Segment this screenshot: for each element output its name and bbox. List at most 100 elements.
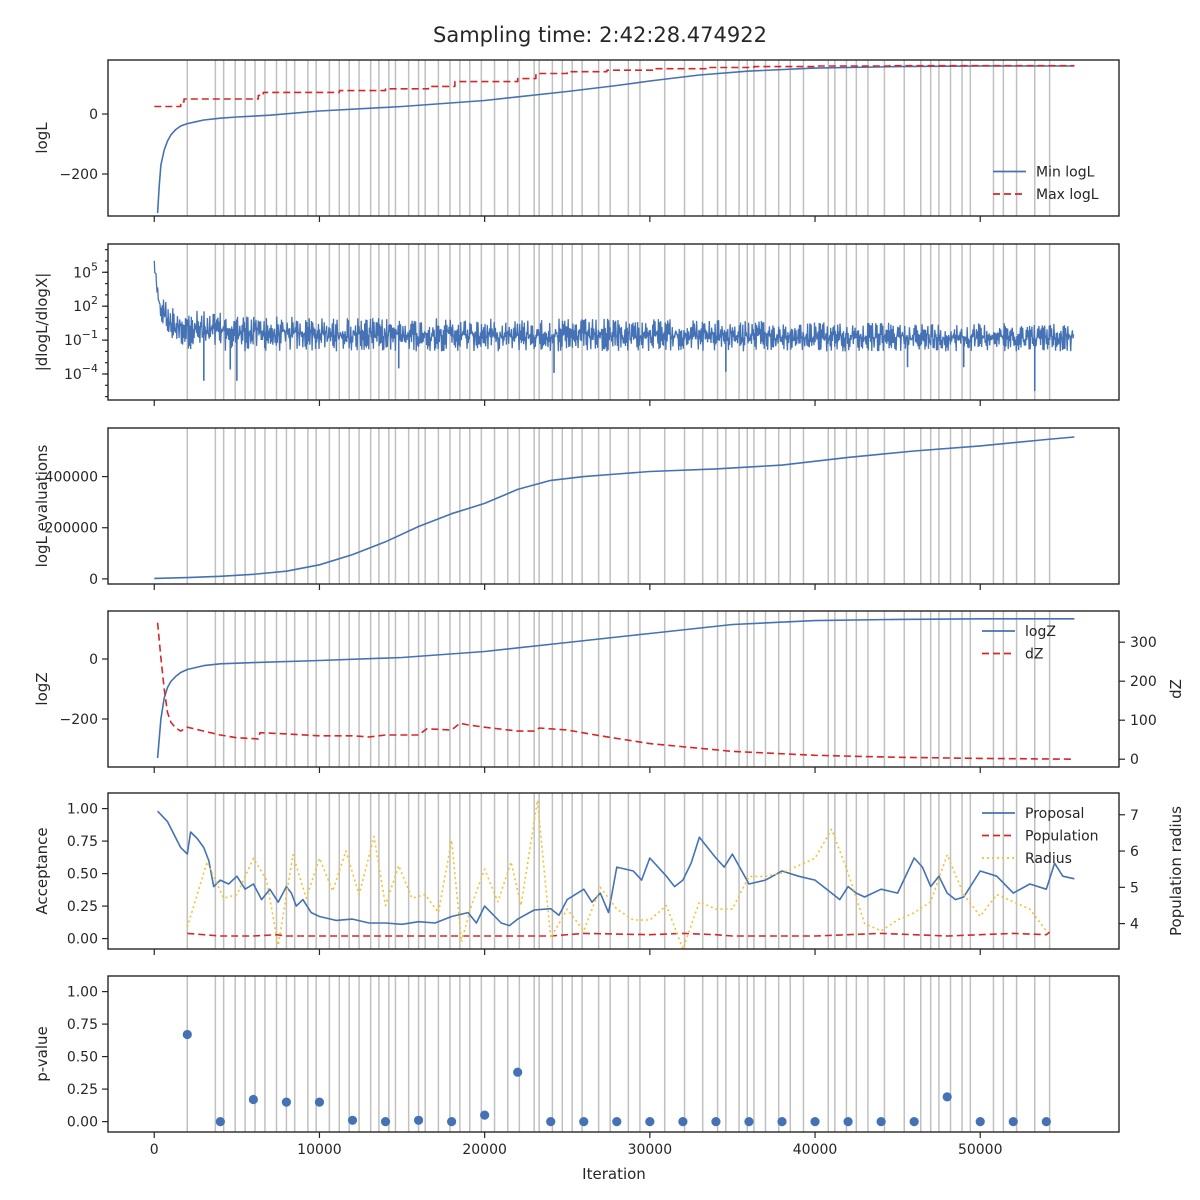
legend-label: Population (1025, 829, 1099, 845)
y-tick-label: −200 (60, 712, 98, 728)
y2-axis-label: dZ (1167, 679, 1185, 699)
y-tick-label: 0.25 (67, 1082, 98, 1098)
data-point (711, 1117, 721, 1127)
y-axis-label: logL (33, 122, 51, 154)
y2-ticks: 4 5 6 7 (1119, 808, 1139, 933)
series-group (156, 618, 1075, 760)
data-point (1008, 1117, 1018, 1127)
data-point (447, 1117, 457, 1127)
data-point (347, 1115, 358, 1125)
series-group (182, 1029, 1051, 1127)
y2-tick-label: 0 (1130, 752, 1139, 768)
legend: Min logL Max logL (993, 165, 1099, 203)
series-group (153, 260, 1075, 391)
x-tick-label: 30000 (628, 1142, 673, 1158)
series-line-population (187, 931, 1051, 937)
legend: Proposal Population Radius (982, 806, 1099, 867)
y-tick-label: 0.75 (67, 1017, 98, 1033)
y-tick-label: 1.00 (67, 802, 98, 818)
y2-tick-label: 7 (1130, 808, 1139, 824)
x-ticks (153, 949, 981, 955)
y2-tick-label: 200 (1130, 674, 1157, 690)
legend-label: logZ (1025, 624, 1056, 640)
y-tick-label: 0.50 (67, 1050, 98, 1066)
data-point (380, 1117, 391, 1127)
y-tick-label: 0.25 (67, 899, 98, 915)
axes-frame (107, 59, 1120, 217)
panel-2: 105 102 10−1 10−4 |dlogL/dlogX| (33, 243, 1120, 406)
x-tick-label: 40000 (793, 1142, 838, 1158)
chart-title: Sampling time: 2:42:28.474922 (433, 23, 767, 47)
x-axis-label: Iteration (582, 1165, 646, 1183)
series-line-min-logl (156, 65, 1075, 214)
y-axis-label: p-value (33, 1026, 51, 1082)
y2-axis-label: Population radius (1167, 806, 1185, 936)
y-tick-label: 105 (73, 260, 98, 281)
y-tick-label: 400000 (45, 470, 98, 486)
legend-label: dZ (1025, 647, 1043, 663)
data-point (777, 1117, 787, 1127)
y-axis-label: |dlogL/dlogX| (33, 273, 51, 372)
y-axis-label: Acceptance (33, 827, 51, 914)
population-change-lines (186, 60, 1051, 216)
data-point (909, 1117, 919, 1127)
y-tick-label: 0 (89, 572, 98, 588)
population-change-lines (186, 976, 1051, 1132)
y2-tick-label: 100 (1130, 713, 1157, 729)
data-point (1041, 1117, 1051, 1127)
axes-frame (107, 975, 1120, 1133)
series-line-max-logl (154, 64, 1075, 108)
series-group (154, 64, 1075, 214)
panel-4: 0 −200 logZ 0 100 200 300 dZ logZ dZ (33, 610, 1185, 773)
legend-label: Radius (1025, 851, 1072, 867)
x-tick-label: 10000 (297, 1142, 342, 1158)
panels: 0 −200 logL Min logL Max logL 105 102 10−1 10−4 |… (33, 59, 1185, 1158)
series-group (157, 799, 1075, 949)
y2-tick-label: 4 (1130, 917, 1139, 933)
y2-tick-label: 5 (1130, 880, 1139, 896)
x-tick-label: 0 (150, 1142, 159, 1158)
panel-1: 0 −200 logL Min logL Max logL (33, 59, 1120, 222)
series-line-logz (156, 618, 1075, 759)
data-point (744, 1117, 754, 1127)
y-tick-label: 0.00 (67, 1115, 98, 1131)
y-tick-label: 10−4 (64, 362, 98, 383)
axes-frame (107, 427, 1120, 585)
y-tick-label: 0.50 (67, 867, 98, 883)
y-tick-label: 102 (73, 294, 98, 315)
series-line-dz (156, 622, 1075, 760)
y-tick-label: 0 (89, 107, 98, 123)
y-ticks: 0 −200 (60, 652, 108, 728)
data-point (810, 1117, 820, 1127)
data-point (843, 1117, 853, 1127)
y-axis-label: logZ (33, 672, 51, 705)
y-ticks: 105 102 10−1 10−4 (64, 249, 108, 398)
panel-6: 0 10000 20000 30000 40000 500000.000.250.500.… (33, 975, 1120, 1158)
y-ticks: 0.00 0.25 0.50 0.75 1.00 (67, 985, 108, 1131)
data-point (248, 1094, 258, 1105)
data-point (281, 1097, 292, 1107)
data-point (942, 1092, 952, 1102)
data-point (513, 1067, 523, 1077)
y-tick-label: 0 (89, 652, 98, 668)
population-change-lines (186, 793, 1051, 949)
x-ticks (153, 767, 981, 773)
data-point (182, 1029, 192, 1040)
series-group (154, 436, 1075, 580)
data-point (612, 1117, 622, 1127)
axes-frame (107, 243, 1120, 401)
x-ticks (153, 400, 981, 406)
data-point (413, 1115, 424, 1125)
data-point (579, 1117, 589, 1127)
series-line-2 (154, 436, 1075, 580)
y-tick-label: 1.00 (67, 985, 98, 1001)
population-change-lines (186, 611, 1051, 767)
data-point (975, 1117, 985, 1127)
legend-label: Max logL (1036, 187, 1099, 203)
data-point (876, 1117, 886, 1127)
y-axis-label: logL evaluations (33, 444, 51, 567)
population-change-lines (186, 428, 1051, 584)
data-point (546, 1117, 556, 1127)
y2-tick-label: 300 (1130, 635, 1157, 651)
